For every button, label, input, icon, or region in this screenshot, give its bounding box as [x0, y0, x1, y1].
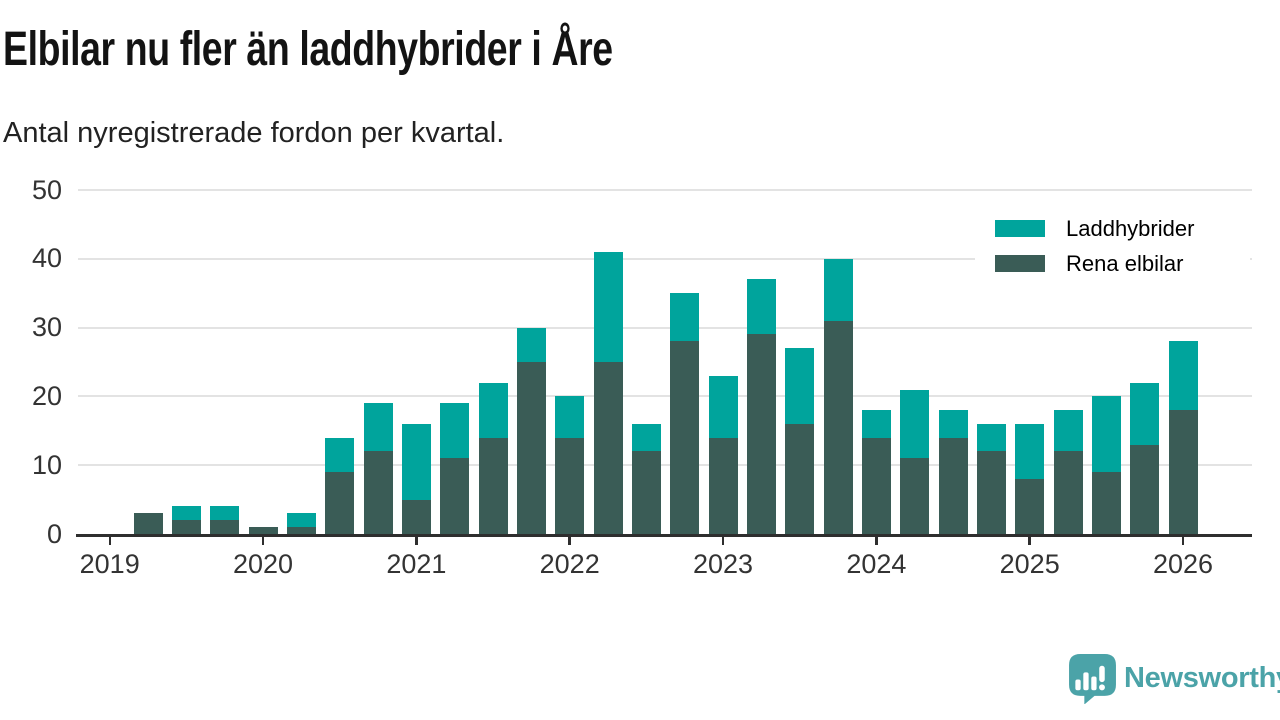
x-axis-tick-2024 — [875, 537, 877, 545]
bar-segment-rena-elbilar — [1054, 451, 1083, 534]
bar-segment-laddhybrider — [402, 424, 431, 500]
bar-segment-laddhybrider — [325, 438, 354, 472]
bar-segment-laddhybrider — [1054, 410, 1083, 451]
bar-segment-laddhybrider — [1130, 383, 1159, 445]
bar-segment-rena-elbilar — [1169, 410, 1198, 534]
x-axis-tick-2026 — [1182, 537, 1184, 545]
x-axis-tick-2020 — [262, 537, 264, 545]
x-axis-label-2024: 2024 — [816, 551, 936, 578]
x-axis-label-2022: 2022 — [510, 551, 630, 578]
bar-segment-laddhybrider — [939, 410, 968, 438]
x-axis-tick-2023 — [722, 537, 724, 545]
bar-segment-rena-elbilar — [364, 451, 393, 534]
legend-label-rena-elbilar: Rena elbilar — [1066, 251, 1183, 277]
bar-segment-laddhybrider — [479, 383, 508, 438]
bar-segment-laddhybrider — [555, 396, 584, 437]
bar-segment-rena-elbilar — [670, 341, 699, 534]
y-axis-label-50: 50 — [0, 177, 62, 204]
y-axis-label-40: 40 — [0, 245, 62, 272]
bar-segment-laddhybrider — [172, 506, 201, 520]
x-axis-tick-2019 — [109, 537, 111, 545]
bar-segment-laddhybrider — [364, 403, 393, 451]
x-axis-label-2025: 2025 — [970, 551, 1090, 578]
chart-canvas: Elbilar nu fler än laddhybrider i Åre An… — [0, 0, 1280, 720]
gridline-y-20 — [78, 395, 1252, 397]
bar-segment-laddhybrider — [785, 348, 814, 424]
bar-segment-laddhybrider — [1092, 396, 1121, 472]
bar-segment-rena-elbilar — [287, 527, 316, 534]
bar-segment-rena-elbilar — [172, 520, 201, 534]
newsworthy-logo: Newsworthy — [1068, 653, 1280, 703]
x-axis-label-2019: 2019 — [50, 551, 170, 578]
bar-segment-rena-elbilar — [632, 451, 661, 534]
bar-segment-rena-elbilar — [785, 424, 814, 534]
bar-segment-laddhybrider — [1169, 341, 1198, 410]
gridline-y-50 — [78, 189, 1252, 191]
bar-segment-rena-elbilar — [594, 362, 623, 534]
bar-segment-rena-elbilar — [517, 362, 546, 534]
x-axis-line — [76, 534, 1252, 537]
bar-segment-laddhybrider — [977, 424, 1006, 452]
plot-area: 0 10 20 30 40 50 2019 2020 2021 2022 2023 2024 2025 2… — [0, 0, 1280, 720]
legend-item-rena-elbilar: Rena elbilar — [975, 251, 1250, 277]
newsworthy-logo-text: Newsworthy — [1124, 662, 1280, 695]
bar-segment-rena-elbilar — [440, 458, 469, 534]
bar-segment-rena-elbilar — [900, 458, 929, 534]
bar-segment-rena-elbilar — [824, 321, 853, 534]
y-axis-label-30: 30 — [0, 314, 62, 341]
gridline-y-30 — [78, 327, 1252, 329]
bar-segment-rena-elbilar — [862, 438, 891, 534]
bar-segment-rena-elbilar — [1130, 445, 1159, 534]
bar-segment-rena-elbilar — [555, 438, 584, 534]
x-axis-label-2020: 2020 — [203, 551, 323, 578]
legend-swatch-rena-elbilar — [995, 255, 1045, 272]
legend-label-laddhybrider: Laddhybrider — [1066, 216, 1194, 242]
newsworthy-logo-icon — [1068, 653, 1117, 704]
bar-segment-rena-elbilar — [325, 472, 354, 534]
y-axis-label-20: 20 — [0, 383, 62, 410]
bar-segment-laddhybrider — [594, 252, 623, 362]
bar-segment-laddhybrider — [210, 506, 239, 520]
bar-segment-rena-elbilar — [747, 334, 776, 534]
bar-segment-rena-elbilar — [1015, 479, 1044, 534]
bar-segment-laddhybrider — [287, 513, 316, 527]
y-axis-label-0: 0 — [0, 521, 62, 548]
bar-segment-laddhybrider — [747, 279, 776, 334]
x-axis-tick-2025 — [1028, 537, 1030, 545]
x-axis-label-2021: 2021 — [356, 551, 476, 578]
bar-segment-rena-elbilar — [1092, 472, 1121, 534]
x-axis-tick-2022 — [568, 537, 570, 545]
x-axis-label-2026: 2026 — [1123, 551, 1243, 578]
bar-segment-laddhybrider — [632, 424, 661, 452]
legend: Laddhybrider Rena elbilar — [975, 206, 1250, 286]
bar-segment-laddhybrider — [862, 410, 891, 438]
bar-segment-laddhybrider — [709, 376, 738, 438]
bar-segment-laddhybrider — [517, 328, 546, 362]
bar-segment-rena-elbilar — [402, 500, 431, 534]
legend-swatch-laddhybrider — [995, 220, 1045, 237]
bar-segment-rena-elbilar — [939, 438, 968, 534]
bar-segment-rena-elbilar — [249, 527, 278, 534]
y-axis-label-10: 10 — [0, 452, 62, 479]
x-axis-tick-2021 — [415, 537, 417, 545]
bar-segment-laddhybrider — [900, 390, 929, 459]
bar-segment-rena-elbilar — [709, 438, 738, 534]
bar-segment-rena-elbilar — [479, 438, 508, 534]
bar-segment-laddhybrider — [670, 293, 699, 341]
bar-segment-rena-elbilar — [134, 513, 163, 534]
legend-item-laddhybrider: Laddhybrider — [975, 216, 1250, 242]
bar-segment-laddhybrider — [824, 259, 853, 321]
bar-segment-laddhybrider — [440, 403, 469, 458]
x-axis-label-2023: 2023 — [663, 551, 783, 578]
bar-segment-rena-elbilar — [977, 451, 1006, 534]
bar-segment-laddhybrider — [1015, 424, 1044, 479]
bar-segment-rena-elbilar — [210, 520, 239, 534]
